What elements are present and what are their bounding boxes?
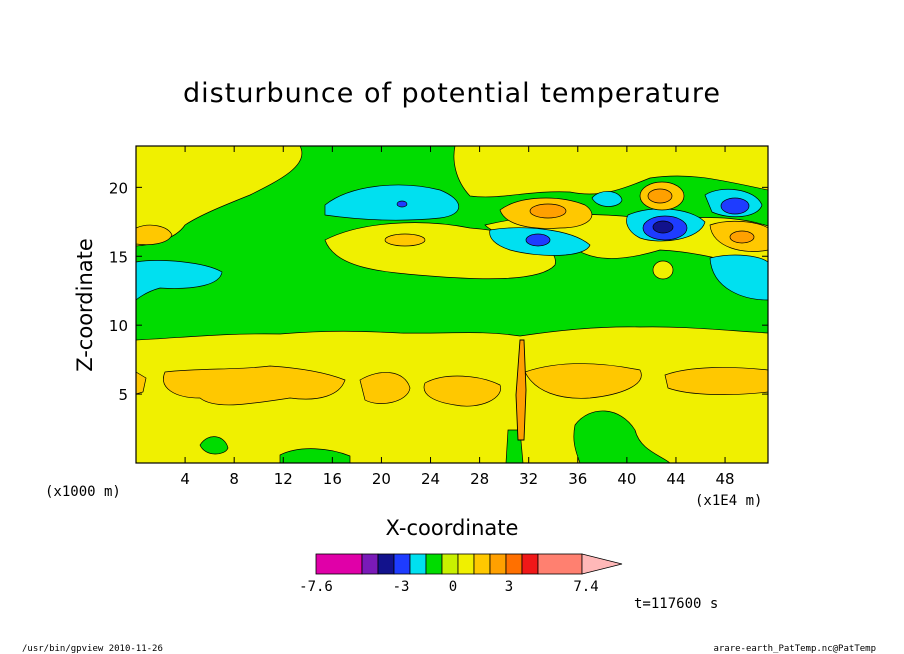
contour-orange-lower-5	[664, 367, 768, 395]
contour-orange-lower-2	[359, 372, 411, 404]
colorbar-swatch	[505, 553, 523, 575]
contour-orange-lower-6	[136, 371, 147, 395]
plot-frame	[135, 145, 769, 464]
contour-blue-3	[720, 197, 750, 215]
contour-orange-upper-5	[136, 224, 173, 246]
x-tick-label: 4	[180, 470, 190, 488]
colorbar-swatch	[425, 553, 443, 575]
contour-cyan-2	[136, 260, 223, 301]
colorbar-swatch	[489, 553, 507, 575]
contour-darkorange-upper-2	[647, 188, 673, 204]
contour-field	[136, 146, 768, 463]
x-tick-label: 28	[470, 470, 489, 488]
footer-right: arare-earth_PatTemp.nc@PatTemp	[713, 644, 876, 654]
x-tick-label: 44	[666, 470, 685, 488]
contour-green-upper	[652, 260, 674, 280]
colorbar-arrow	[581, 553, 623, 575]
contour-yellow-upper-top	[453, 146, 768, 198]
colorbar-labels: -7.6 -3 0 3 7.4	[299, 579, 599, 595]
x-ticks: 4 8 12 16 20 24 28 32 36 40 44 48	[180, 146, 735, 488]
colorbar-swatch	[315, 553, 363, 575]
colorbar-swatch	[441, 553, 459, 575]
colorbar-swatch	[537, 553, 583, 575]
colorbar-swatch	[361, 553, 379, 575]
x-scale-label: (x1E4 m)	[695, 493, 762, 509]
x-tick-label: 40	[617, 470, 636, 488]
y-tick-label: 5	[118, 386, 128, 404]
x-tick-label: 32	[519, 470, 538, 488]
chart-title: disturbunce of potential temperature	[183, 78, 721, 109]
colorbar-swatch	[377, 553, 395, 575]
colorbar-swatch	[393, 553, 411, 575]
x-tick-label: 36	[568, 470, 587, 488]
x-tick-label: 24	[421, 470, 440, 488]
y-tick-label: 10	[109, 317, 128, 335]
colorbar-label: 7.4	[573, 579, 598, 595]
colorbar-swatch	[473, 553, 491, 575]
contour-orange-lower-1	[163, 365, 346, 406]
contour-blue-1	[525, 233, 551, 247]
contour-green-ground-1	[199, 436, 229, 455]
contour-plume	[515, 339, 527, 441]
colorbar-label: -7.6	[299, 579, 333, 595]
x-tick-label: 20	[372, 470, 391, 488]
time-label: t=117600 s	[634, 596, 718, 612]
contour-cyan-7	[591, 191, 623, 207]
contour-cyan-1	[324, 184, 459, 221]
x-axis-title: X-coordinate	[386, 516, 519, 540]
contour-orange-lower-3	[423, 375, 501, 407]
colorbar-label: 3	[505, 579, 513, 595]
contour-green-ground-3	[573, 410, 671, 463]
colorbar-swatch	[409, 553, 427, 575]
contour-orange-upper-4	[384, 233, 426, 247]
contour-darkorange-upper-3	[729, 230, 755, 244]
colorbar-swatch	[457, 553, 475, 575]
contour-orange-lower-4	[524, 363, 642, 399]
contour-darkblue-2	[652, 220, 674, 234]
footer-left: /usr/bin/gpview 2010-11-26	[22, 644, 163, 654]
y-tick-label: 20	[109, 179, 128, 197]
x-tick-label: 12	[274, 470, 293, 488]
y-ticks: 5 10 15 20	[109, 179, 768, 404]
contour-darkorange-upper-1	[529, 203, 567, 219]
x-unit-label: (x1000 m)	[45, 484, 121, 500]
y-tick-label: 15	[109, 248, 128, 266]
colorbar-label: 0	[449, 579, 457, 595]
y-axis-title: Z-coordinate	[73, 238, 97, 372]
contour-blue-small	[396, 200, 408, 208]
x-tick-label: 8	[229, 470, 239, 488]
x-tick-label: 16	[323, 470, 342, 488]
x-tick-label: 48	[716, 470, 735, 488]
colorbar-label: -3	[393, 579, 410, 595]
colorbar-swatch	[521, 553, 539, 575]
colorbar	[315, 553, 623, 575]
